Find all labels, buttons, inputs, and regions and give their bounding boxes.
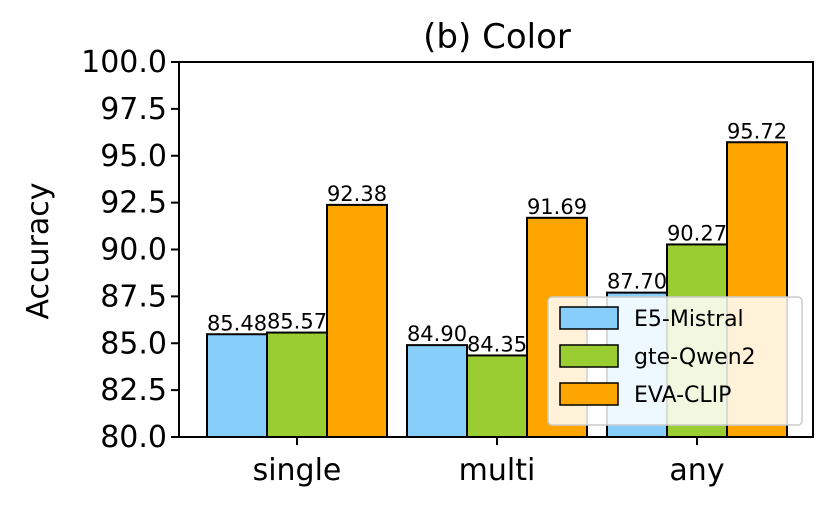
data-label: 87.70	[607, 270, 667, 294]
data-label: 90.27	[667, 221, 727, 245]
bar-single-gte-qwen2	[266, 331, 328, 438]
legend-label: gte-Qwen2	[634, 345, 756, 370]
data-label: 95.72	[727, 119, 787, 143]
y-tick-label: 87.5	[100, 279, 167, 314]
chart-title: (b) Color	[423, 17, 571, 57]
legend-label: EVA-CLIP	[634, 383, 731, 408]
data-label: 92.38	[327, 182, 387, 206]
x-tick-label: any	[669, 453, 724, 488]
x-tick-label: multi	[459, 453, 536, 488]
y-tick-label: 95.0	[100, 139, 167, 174]
y-axis-label: Accuracy	[21, 183, 56, 320]
data-label: 91.69	[527, 195, 587, 219]
bar-multi-e5-mistral	[406, 344, 468, 438]
y-tick-label: 92.5	[100, 186, 167, 221]
data-label: 85.57	[267, 310, 327, 334]
legend-swatch	[559, 344, 619, 368]
plot-area: 85.48 84.90 87.70 85.57 84.35 90.27 92.38 91.69…	[81, 45, 814, 488]
y-tick-label: 82.5	[100, 373, 167, 408]
data-label: 84.90	[407, 322, 467, 346]
y-tick-label: 97.5	[100, 92, 167, 127]
y-tick-label: 85.0	[100, 326, 167, 361]
bar-single-eva-clip	[326, 203, 388, 438]
bar-single-e5-mistral	[206, 333, 268, 438]
data-label: 85.48	[207, 311, 267, 335]
legend-label: E5-Mistral	[634, 307, 744, 332]
bar-multi-gte-qwen2	[466, 354, 528, 438]
y-tick-label: 100.0	[81, 45, 167, 80]
data-label: 84.35	[467, 332, 527, 356]
x-tick-label: single	[253, 453, 342, 488]
y-tick-label: 90.0	[100, 233, 167, 268]
legend-swatch	[559, 382, 619, 406]
legend-swatch	[559, 306, 619, 330]
y-tick-label: 80.0	[100, 420, 167, 455]
